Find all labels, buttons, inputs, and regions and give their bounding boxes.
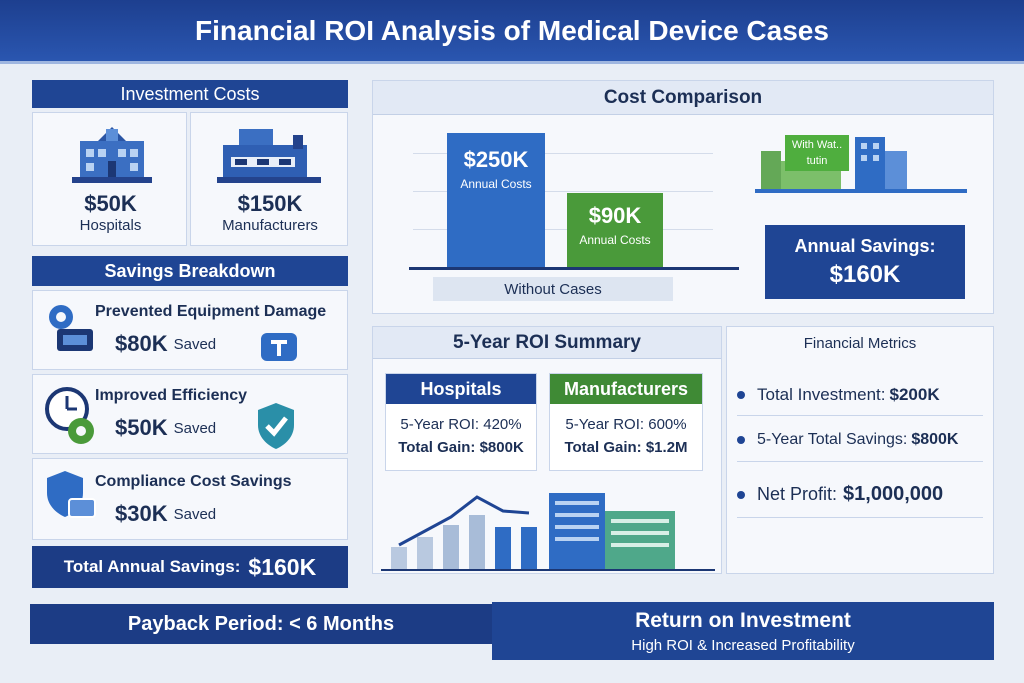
roi-manufacturers-roi: 5-Year ROI: 600% [565, 416, 687, 433]
savings-item-efficiency-value: $50K [115, 415, 168, 440]
roi-manufacturers-title: Manufacturers [550, 374, 702, 404]
investment-manufacturers-value: $150K [237, 191, 303, 216]
savings-item-equipment: Prevented Equipment Damage $80K Saved [32, 290, 348, 370]
compliance-shield-icon [47, 471, 96, 518]
growth-chart-illustration [381, 493, 715, 571]
roi-summary-header: 5-Year ROI Summary [373, 327, 721, 359]
total-annual-savings-banner: Total Annual Savings: $160K [32, 546, 348, 588]
gear-icon [49, 305, 93, 351]
savings-item-efficiency-amount: $50K Saved [115, 415, 216, 441]
without-cases-bar: $250K Annual Costs [447, 133, 545, 267]
clock-icon [45, 387, 94, 444]
tool-badge-icon [261, 333, 297, 361]
comparison-axis-label: Without Cases [433, 277, 673, 301]
metric-net-profit-label: Net Profit: [757, 484, 838, 504]
roi-manufacturers-card: Manufacturers 5-Year ROI: 600% Total Gai… [549, 373, 703, 471]
page-title-text: Financial ROI Analysis of Medical Device… [195, 14, 829, 46]
savings-item-equipment-title: Prevented Equipment Damage [95, 303, 327, 320]
metric-total-savings-value: $800K [911, 431, 959, 448]
bullet-icon [737, 436, 745, 444]
investment-costs-header-text: Investment Costs [120, 83, 260, 104]
cost-comparison-panel: Cost Comparison $250K Annual Costs $90K … [372, 80, 994, 314]
total-annual-savings-label: Total Annual Savings: [63, 557, 241, 576]
return-on-investment-subtitle: High ROI & Increased Profitability [631, 636, 855, 654]
savings-item-efficiency-title: Improved Efficiency [95, 387, 248, 404]
savings-item-compliance: Compliance Cost Savings $30K Saved [32, 458, 348, 540]
roi-hospitals-roi: 5-Year ROI: 420% [400, 416, 522, 433]
without-cases-bar-value: $250K [463, 147, 529, 172]
savings-breakdown-header: Savings Breakdown [32, 256, 348, 286]
bullet-icon [737, 391, 745, 399]
cost-comparison-header-text: Cost Comparison [603, 86, 763, 108]
factory-icon [217, 129, 321, 183]
annual-savings-box: Annual Savings: $160K [765, 225, 965, 299]
metric-total-investment: Total Investment: $200K [737, 385, 940, 405]
savings-item-compliance-suffix: Saved [173, 505, 217, 523]
savings-breakdown-header-text: Savings Breakdown [104, 260, 276, 281]
roi-summary-panel: 5-Year ROI Summary Hospitals 5-Year ROI:… [372, 326, 722, 574]
return-on-investment-banner: Return on Investment High ROI & Increase… [492, 602, 994, 660]
investment-hospitals-value: $50K [84, 191, 137, 216]
savings-item-equipment-amount: $80K Saved [115, 331, 216, 357]
savings-item-equipment-value: $80K [115, 331, 168, 356]
page-title: Financial ROI Analysis of Medical Device… [0, 0, 1024, 64]
metric-net-profit-value: $1,000,000 [843, 483, 944, 505]
green-sign-label: With Wat.. tutin [785, 135, 849, 171]
savings-item-compliance-title: Compliance Cost Savings [95, 473, 292, 490]
savings-item-compliance-amount: $30K Saved [115, 501, 216, 527]
savings-item-compliance-value: $30K [115, 501, 168, 526]
payback-period-banner: Payback Period: < 6 Months [30, 604, 492, 644]
with-cases-bar: $90K Annual Costs [567, 193, 663, 267]
with-cases-bar-value: $90K [588, 203, 642, 228]
return-on-investment-title: Return on Investment [635, 608, 851, 632]
roi-summary-header-text: 5-Year ROI Summary [453, 331, 641, 353]
financial-metrics-panel: Financial Metrics Total Investment: $200… [726, 326, 994, 574]
payback-period-label: Payback Period: < 6 Months [127, 612, 395, 635]
roi-manufacturers-gain: Total Gain: $1.2M [564, 439, 688, 456]
without-cases-bar-label: Annual Costs [460, 177, 532, 191]
roi-hospitals-card: Hospitals 5-Year ROI: 420% Total Gain: $… [385, 373, 537, 471]
savings-item-efficiency: Improved Efficiency $50K Saved [32, 374, 348, 454]
cost-comparison-header: Cost Comparison [373, 81, 993, 115]
metric-total-investment-label: Total Investment: [757, 385, 886, 404]
roi-hospitals-title: Hospitals [386, 374, 536, 404]
savings-item-efficiency-suffix: Saved [173, 419, 217, 437]
annual-savings-value: $160K [829, 260, 901, 288]
metric-net-profit: Net Profit: $1,000,000 [737, 483, 943, 506]
shield-check-icon [258, 403, 294, 449]
investment-manufacturers-card: $150K Manufacturers [190, 112, 348, 246]
metric-total-investment-value: $200K [889, 385, 940, 404]
investment-costs-header: Investment Costs [32, 80, 348, 108]
total-annual-savings-value: $160K [248, 553, 317, 580]
hospital-icon [72, 127, 152, 183]
savings-item-equipment-suffix: Saved [173, 335, 217, 353]
annual-savings-label: Annual Savings: [794, 235, 936, 256]
investment-hospitals-label: Hospitals [79, 217, 142, 234]
bullet-icon [737, 490, 745, 499]
investment-manufacturers-label: Manufacturers [222, 217, 318, 234]
metric-total-savings: 5-Year Total Savings: $800K [737, 431, 958, 449]
investment-hospitals-card: $50K Hospitals [32, 112, 187, 246]
metric-total-savings-label: 5-Year Total Savings: [757, 431, 908, 448]
with-cases-bar-label: Annual Costs [579, 233, 651, 247]
roi-hospitals-gain: Total Gain: $800K [398, 439, 524, 456]
financial-metrics-header: Financial Metrics [803, 334, 917, 352]
comparison-axis-line [409, 267, 739, 270]
